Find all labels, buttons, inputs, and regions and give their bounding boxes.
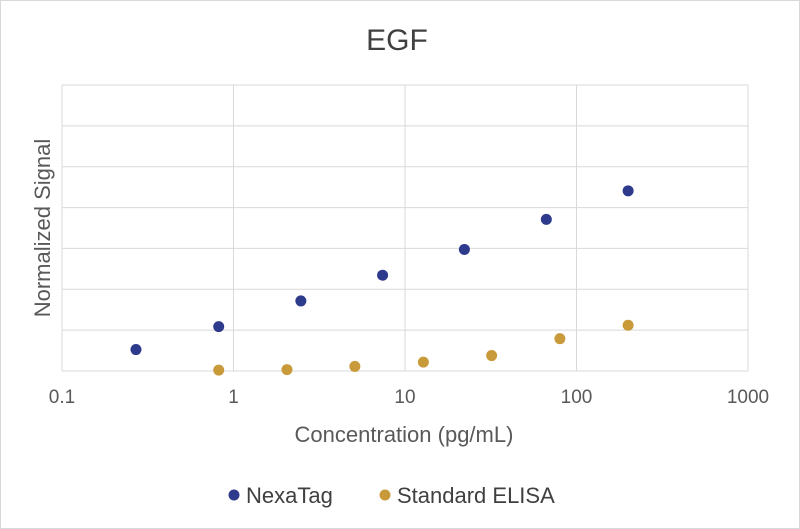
- nexatag-point: [377, 269, 389, 281]
- y-axis-title: Normalized Signal: [30, 139, 55, 318]
- data-points: [130, 185, 634, 376]
- x-tick-labels: 0.1 1 10 100 1000: [49, 387, 769, 408]
- standard-elisa-point: [417, 356, 429, 368]
- standard-elisa-point: [486, 350, 498, 362]
- standard-elisa-point: [213, 364, 225, 376]
- standard-elisa-point: [349, 360, 361, 372]
- grid-lines: [61, 84, 749, 372]
- x-tick-label: 100: [561, 387, 593, 408]
- legend-label-nexatag: NexaTag: [246, 483, 333, 508]
- legend: NexaTag Standard ELISA: [228, 483, 555, 508]
- nexatag-point: [458, 243, 470, 255]
- nexatag-point: [540, 213, 552, 225]
- x-tick-label: 1: [228, 387, 239, 408]
- x-axis-title: Concentration (pg/mL): [295, 422, 514, 447]
- legend-marker-standard-elisa: [379, 489, 391, 501]
- standard-elisa-point: [281, 364, 293, 376]
- standard-elisa-point: [622, 319, 634, 331]
- standard-elisa-point: [554, 333, 566, 345]
- nexatag-point: [213, 321, 225, 333]
- chart-title: EGF: [366, 24, 428, 57]
- x-tick-label: 0.1: [49, 387, 75, 408]
- nexatag-point: [130, 344, 142, 356]
- nexatag-point: [622, 185, 634, 197]
- nexatag-point: [295, 295, 307, 307]
- legend-label-standard-elisa: Standard ELISA: [397, 483, 555, 508]
- x-tick-label: 1000: [727, 387, 769, 408]
- legend-marker-nexatag: [228, 489, 240, 501]
- x-tick-label: 10: [394, 387, 415, 408]
